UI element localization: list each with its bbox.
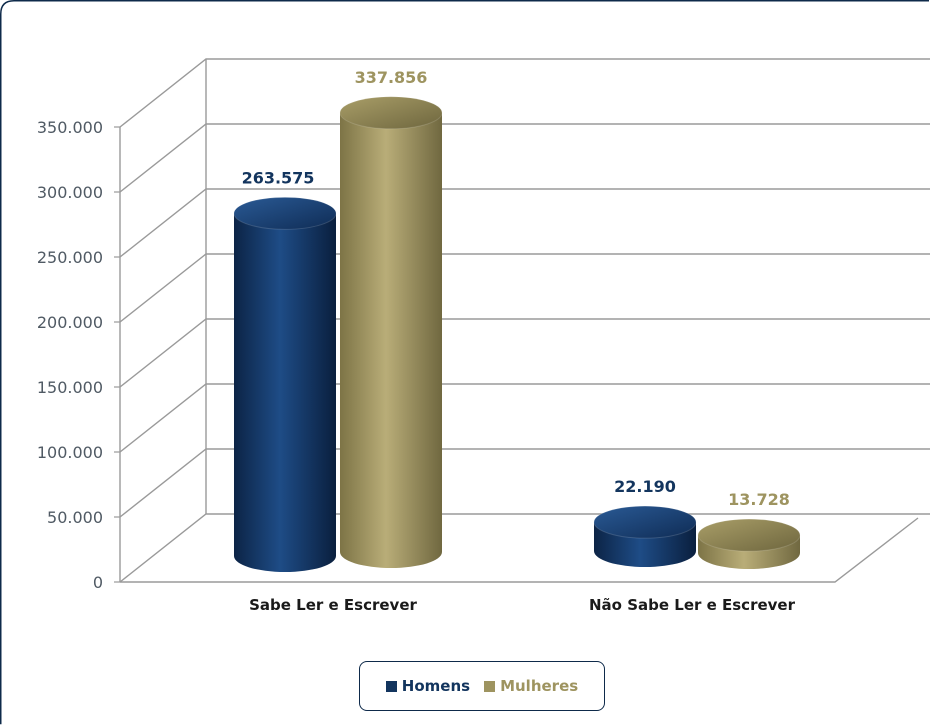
legend-swatch-homens	[385, 680, 397, 692]
y-tick-label: 0	[93, 573, 103, 592]
legend-item-homens: Homens	[385, 677, 471, 695]
bar-body	[234, 213, 336, 573]
legend-label-homens: Homens	[401, 677, 471, 695]
category-label: Sabe Ler e Escrever	[249, 596, 417, 614]
data-label-homens: 22.190	[614, 477, 676, 496]
bar-mulheres-0	[339, 96, 443, 568]
legend-item-mulheres: Mulheres	[484, 677, 578, 695]
data-label-mulheres: 337.856	[355, 68, 428, 87]
y-tick-label: 250.000	[37, 248, 103, 267]
y-tick-label: 100.000	[37, 443, 103, 462]
bar-top	[697, 518, 801, 552]
y-tick-label: 50.000	[47, 508, 103, 527]
chart-legend: Homens Mulheres	[359, 661, 605, 711]
floor-outline	[120, 517, 919, 583]
bar-mulheres-1	[697, 518, 801, 569]
y-tick-label: 300.000	[37, 183, 103, 202]
category-label: Não Sabe Ler e Escrever	[589, 596, 796, 614]
legend-label-mulheres: Mulheres	[500, 677, 579, 695]
data-label-homens: 263.575	[242, 168, 315, 187]
y-tick-label: 150.000	[37, 378, 103, 397]
y-tick-label: 200.000	[37, 313, 103, 332]
bar-top	[233, 196, 337, 230]
bar-top	[339, 96, 443, 130]
legend-swatch-mulheres	[484, 680, 496, 692]
bar-top	[593, 505, 697, 539]
bar-body	[340, 112, 442, 568]
gridline	[119, 58, 930, 128]
data-label-mulheres: 13.728	[728, 490, 790, 509]
y-tick-label: 350.000	[37, 118, 103, 137]
bar-homens-0	[233, 196, 337, 573]
bar-homens-1	[593, 505, 697, 567]
